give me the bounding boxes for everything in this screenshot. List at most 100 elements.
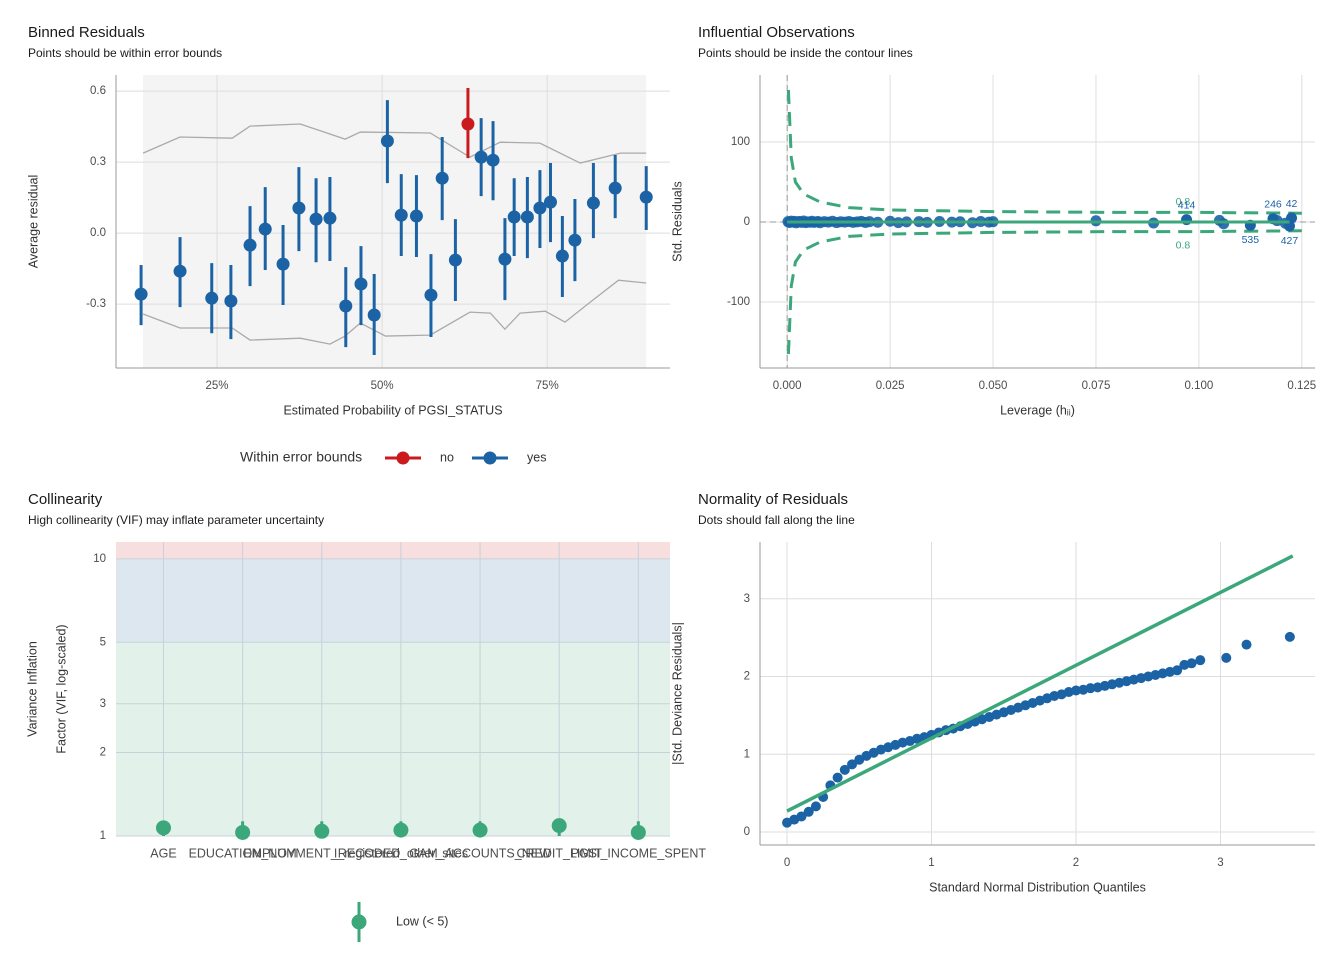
x-tick-label: 0.050	[979, 380, 1008, 392]
panel-subtitle: Points should be within error bounds	[28, 46, 222, 60]
point	[832, 772, 843, 783]
y-tick-label: 1	[744, 748, 750, 760]
point	[639, 190, 653, 204]
y-tick-label: -100	[727, 296, 750, 308]
point-label: 42	[1286, 198, 1298, 210]
x-tick-label: 50%	[371, 380, 394, 392]
point	[235, 824, 251, 840]
legend-key	[483, 451, 497, 465]
point	[472, 822, 488, 838]
legend-label: no	[440, 450, 454, 464]
contour-line	[786, 229, 1302, 355]
point	[224, 294, 238, 308]
y-tick-label: 0	[744, 826, 750, 838]
point-label: 535	[1242, 234, 1260, 246]
point	[448, 253, 462, 267]
point	[1186, 658, 1197, 669]
y-tick-label: 0.3	[90, 156, 106, 168]
x-tick-label: EMPLOYMENT_RECODED	[243, 846, 400, 860]
point	[630, 824, 646, 840]
point	[810, 801, 821, 812]
point-label: 246	[1264, 199, 1282, 211]
point	[339, 299, 353, 313]
x-tick-label: 75%	[536, 380, 559, 392]
point	[543, 195, 557, 209]
point	[354, 277, 368, 291]
x-tick-label: 0.075	[1082, 380, 1111, 392]
point	[173, 264, 187, 278]
x-tick-label: AGE	[150, 846, 176, 860]
x-tick-label: 0.100	[1185, 380, 1214, 392]
point	[551, 818, 567, 834]
point	[394, 208, 408, 222]
point	[568, 233, 582, 247]
point	[461, 117, 475, 131]
point	[847, 759, 858, 770]
legend-label: yes	[527, 450, 546, 464]
point	[796, 811, 807, 822]
x-axis-title: Estimated Probability of PGSI_STATUS	[283, 403, 502, 417]
point	[486, 153, 500, 167]
y-tick-label: -0.3	[86, 298, 106, 310]
point	[309, 212, 323, 226]
panel-subtitle: Points should be inside the contour line…	[698, 46, 913, 60]
point	[1071, 685, 1082, 696]
point	[533, 201, 547, 215]
point	[839, 764, 850, 775]
panel-title: Binned Residuals	[28, 24, 145, 41]
point-label: 414	[1178, 199, 1196, 211]
point	[393, 822, 409, 838]
y-tick-label: 100	[731, 136, 750, 148]
point	[1218, 218, 1230, 230]
point	[155, 820, 171, 836]
point	[380, 134, 394, 148]
point-label: 427	[1281, 235, 1299, 247]
point	[243, 238, 257, 252]
point	[474, 150, 488, 164]
contour-label: 0.8	[1176, 239, 1191, 251]
y-axis-title: Variance Inflation	[25, 641, 39, 737]
point	[608, 181, 622, 195]
legend-title: Within error bounds	[240, 449, 362, 465]
y-axis-title: Std. Residuals	[670, 181, 684, 262]
x-axis-title: Standard Normal Distribution Quantiles	[929, 880, 1146, 894]
point	[1241, 639, 1252, 650]
point	[1284, 631, 1295, 642]
x-tick-label: GAM_ACCOUNTS_NEW	[409, 846, 551, 860]
y-axis-title: Factor (VIF, log-scaled)	[54, 624, 68, 753]
y-axis-title: Average residual	[26, 175, 40, 269]
error-bound	[142, 123, 647, 164]
vif-zone	[116, 558, 670, 643]
legend-label: Low (< 5)	[396, 914, 448, 928]
x-axis-title: Leverage (hᵢᵢ)	[1000, 403, 1075, 417]
contour-line	[786, 89, 1302, 215]
panel-subtitle: Dots should fall along the line	[698, 513, 855, 527]
point	[314, 823, 330, 839]
panel-title: Influential Observations	[698, 24, 855, 41]
y-tick-label: 1	[100, 830, 106, 842]
x-tick-label: 0	[784, 857, 790, 869]
x-tick-label: 25%	[206, 380, 229, 392]
point	[586, 196, 600, 210]
x-tick-label: 1	[928, 857, 934, 869]
vif-zone	[116, 642, 670, 836]
vif-zone	[116, 542, 670, 559]
point	[1085, 683, 1096, 694]
x-tick-label: 0.025	[876, 380, 905, 392]
reference-line	[786, 554, 1294, 813]
legend-key	[351, 914, 367, 930]
point	[1172, 665, 1183, 676]
x-tick-label: 2	[1073, 857, 1079, 869]
point	[323, 211, 337, 225]
y-tick-label: 5	[100, 636, 106, 648]
x-tick-label: I_registered_other_sites	[334, 846, 468, 860]
y-tick-label: 3	[744, 593, 750, 605]
legend-key	[396, 451, 410, 465]
point	[424, 288, 438, 302]
x-tick-label: 3	[1217, 857, 1223, 869]
point	[520, 210, 534, 224]
point	[276, 257, 290, 271]
point	[1221, 652, 1232, 663]
x-tick-label: PGSI_INCOME_SPENT	[571, 846, 707, 860]
